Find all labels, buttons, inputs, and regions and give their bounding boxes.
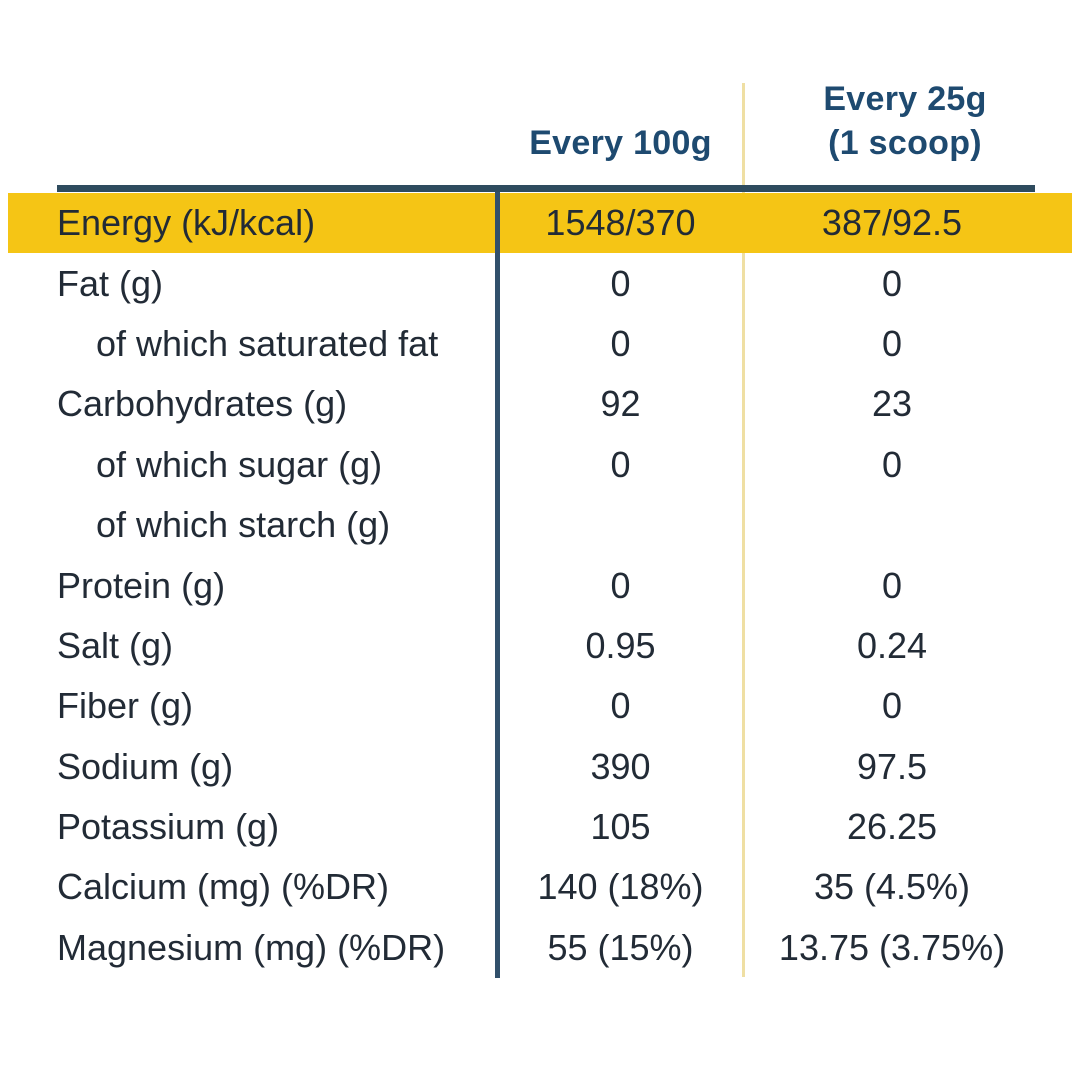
row-label: Magnesium (mg) (%DR) (57, 926, 446, 968)
table-row: Energy (kJ/kcal) 1548/370 387/92.5 (8, 193, 1072, 254)
value-per-100g: 92 (600, 383, 641, 425)
value-per-100g: 1548/370 (545, 202, 696, 244)
row-label: of which saturated fat (96, 322, 439, 364)
row-label: Carbohydrates (g) (57, 383, 348, 425)
value-per-100g: 0 (610, 443, 631, 485)
table-row: Calcium (mg) (%DR) 140 (18%) 35 (4.5%) (8, 857, 1072, 917)
value-per-100g: 105 (590, 806, 651, 848)
table-row: Sodium (g) 390 97.5 (8, 737, 1072, 797)
value-per-100g: 0 (610, 685, 631, 727)
value-per-100g: 390 (590, 745, 651, 787)
value-per-25g: 0 (881, 685, 903, 727)
row-label: Fiber (g) (57, 685, 194, 727)
table-row: of which sugar (g) 0 0 (8, 435, 1072, 495)
value-per-25g: 0 (881, 443, 903, 485)
value-per-100g: 0 (610, 262, 631, 304)
value-columns-divider (742, 83, 745, 977)
table-row: of which saturated fat 0 0 (8, 314, 1072, 374)
row-label: Salt (g) (57, 624, 174, 666)
table-row: Magnesium (mg) (%DR) 55 (15%) 13.75 (3.75%… (8, 918, 1072, 978)
column-header-per-25g-line2: (1 scoop) (828, 124, 982, 162)
row-label: Fat (g) (57, 262, 164, 304)
table-row: Salt (g) 0.95 0.24 (8, 616, 1072, 676)
value-per-25g: 0 (881, 564, 903, 606)
value-per-25g: 23 (871, 383, 913, 425)
table-row: of which starch (g) (8, 495, 1072, 555)
value-per-25g: 0 (881, 322, 903, 364)
table-row: Fat (g) 0 0 (8, 253, 1072, 313)
value-per-100g: 0.95 (585, 624, 656, 666)
row-label: Sodium (g) (57, 745, 234, 787)
row-label: of which sugar (g) (96, 443, 383, 485)
value-per-100g: 55 (15%) (547, 926, 694, 968)
value-per-100g: 0 (610, 322, 631, 364)
nutrition-table: Energy (kJ/kcal) 1548/370 387/92.5 Fat (g) 0… (8, 193, 1072, 978)
row-label: of which starch (g) (96, 504, 391, 546)
row-label: Energy (kJ/kcal) (57, 202, 316, 244)
value-per-25g: 387/92.5 (821, 202, 963, 244)
table-row: Potassium (g) 105 26.25 (8, 797, 1072, 857)
column-header-per-25g-line1: Every 25g (823, 80, 987, 118)
value-per-25g: 0.24 (856, 624, 928, 666)
row-label: Potassium (g) (57, 806, 280, 848)
row-label: Calcium (mg) (%DR) (57, 866, 389, 908)
value-per-25g: 35 (4.5%) (813, 866, 971, 908)
label-column-divider (495, 190, 500, 978)
value-per-25g: 26.25 (846, 806, 938, 848)
value-per-25g: 13.75 (3.75%) (778, 926, 1006, 968)
table-row: Fiber (g) 0 0 (8, 676, 1072, 736)
value-per-100g: 140 (18%) (537, 866, 704, 908)
row-label: Protein (g) (57, 564, 226, 606)
table-row: Carbohydrates (g) 92 23 (8, 374, 1072, 434)
value-per-25g: 0 (881, 262, 903, 304)
table-row: Protein (g) 0 0 (8, 555, 1072, 615)
header-rule (57, 185, 1035, 192)
column-header-per-25g: Every 25g (1 scoop) (744, 77, 1066, 165)
column-header-per-100g: Every 100g (529, 124, 712, 162)
value-per-100g: 0 (610, 564, 631, 606)
value-per-25g: 97.5 (856, 745, 928, 787)
